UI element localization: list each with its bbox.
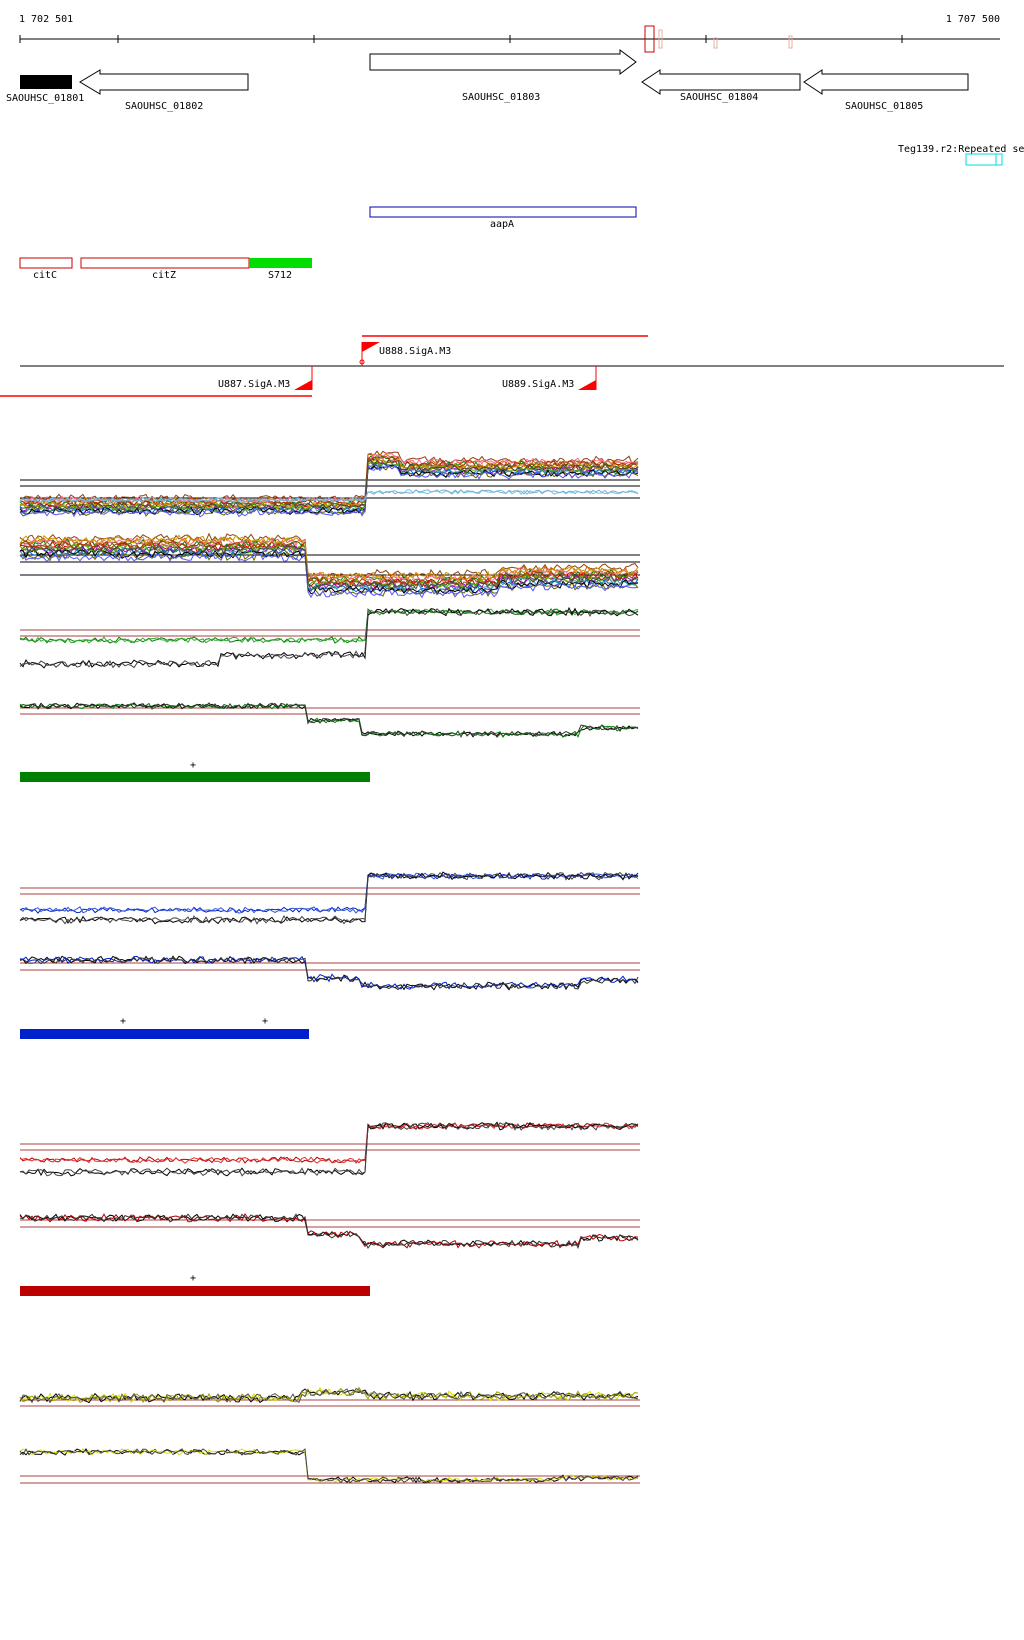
feature-citC[interactable] <box>19 257 73 269</box>
expression-green-minus-strand <box>19 702 640 739</box>
expression-profile <box>19 1448 639 1484</box>
expression-multi-plus-strand <box>19 450 640 518</box>
ruler-ticks <box>19 35 903 43</box>
gene-SAOUHSC_01804[interactable] <box>641 69 801 95</box>
expression-profile <box>19 956 639 991</box>
expression-profile <box>19 872 639 914</box>
expression-profile <box>19 539 639 587</box>
expression-profile <box>19 1448 639 1484</box>
expression-profile <box>19 1213 639 1250</box>
gene-SAOUHSC_01802[interactable] <box>79 69 249 95</box>
expression-profile <box>19 608 639 644</box>
expression-profile <box>19 452 639 505</box>
expression-profile <box>19 489 639 503</box>
expression-profile <box>19 606 639 669</box>
feature-label: aapA <box>490 219 514 230</box>
expression-profile <box>19 1386 639 1404</box>
ruler-highlight-box <box>644 25 655 53</box>
promoter-label: U888.SigA.M3 <box>379 346 451 357</box>
expression-profile <box>19 1387 639 1404</box>
feature-S712[interactable] <box>249 258 312 268</box>
segment-mark: + <box>190 760 196 771</box>
expression-profile <box>19 464 639 518</box>
promoter-tss-dot <box>359 359 365 365</box>
segment-bar-red[interactable] <box>20 1286 370 1296</box>
feature-aapA[interactable] <box>369 206 637 218</box>
feature-label: citC <box>33 270 57 281</box>
expression-red-plus-strand <box>19 1121 640 1177</box>
promoter-flag-U888[interactable] <box>362 342 380 352</box>
feature-citZ[interactable] <box>80 257 250 269</box>
segment-mark: + <box>120 1016 126 1027</box>
expression-profile <box>19 702 639 739</box>
gene-label: SAOUHSC_01802 <box>125 101 203 112</box>
promoter-label: U887.SigA.M3 <box>218 379 290 390</box>
promoter-label: U889.SigA.M3 <box>502 379 574 390</box>
expression-profile <box>19 1388 639 1404</box>
promoter-track: U888.SigA.M3 U887.SigA.M3 U889.SigA.M3 <box>0 335 1004 397</box>
expression-profile <box>19 608 639 644</box>
feature-label: citZ <box>152 270 176 281</box>
expression-yellow-minus-strand <box>19 1448 640 1484</box>
gene-label: SAOUHSC_01804 <box>680 92 758 103</box>
gene-label: SAOUHSC_01805 <box>845 101 923 112</box>
segment-mark: + <box>190 1273 196 1284</box>
segment-green: + <box>20 760 370 782</box>
expression-profile <box>19 458 639 511</box>
expression-profile <box>19 551 639 599</box>
promoter-flag-U887[interactable] <box>294 380 312 390</box>
expression-yellow-plus-strand <box>19 1386 640 1407</box>
gene-SAOUHSC_01801[interactable] <box>20 75 72 89</box>
ruler-faint-mark <box>788 35 793 49</box>
expression-profile <box>19 871 639 925</box>
ruler-start-label: 1 702 501 <box>19 14 73 25</box>
feature-track: aapA citC citZ S712 <box>19 206 637 281</box>
gene-track: SAOUHSC_01801 SAOUHSC_01802 SAOUHSC_0180… <box>6 49 969 112</box>
expression-profile <box>19 871 639 925</box>
expression-profile <box>19 1122 639 1164</box>
segment-mark: + <box>262 1016 268 1027</box>
segment-blue: + + <box>20 1016 309 1039</box>
expression-profile <box>19 544 639 590</box>
expression-profile <box>19 540 639 587</box>
ruler-end-label: 1 707 500 <box>946 14 1000 25</box>
expression-profile <box>19 702 639 738</box>
expression-profile <box>19 1213 639 1249</box>
expression-profile <box>19 608 639 669</box>
repeat-track: Teg139.r2:Repeated se <box>898 144 1024 166</box>
gene-label: SAOUHSC_01801 <box>6 93 84 104</box>
gene-SAOUHSC_01805[interactable] <box>803 69 969 95</box>
expression-green-plus-strand <box>19 606 640 669</box>
feature-label: S712 <box>268 270 292 281</box>
ruler-faint-mark <box>658 29 663 49</box>
promoter-flag-U889[interactable] <box>578 380 596 390</box>
expression-profile <box>19 534 639 582</box>
expression-red-minus-strand <box>19 1213 640 1250</box>
expression-profile <box>19 1122 639 1177</box>
gene-SAOUHSC_01803[interactable] <box>369 49 637 75</box>
expression-profile <box>19 1122 639 1164</box>
gene-label: SAOUHSC_01803 <box>462 92 540 103</box>
ruler-faint-mark <box>713 37 718 49</box>
expression-profile <box>20 1121 639 1177</box>
coordinate-ruler: 1 702 501 1 707 500 <box>19 14 1000 53</box>
expression-multi-minus-strand <box>19 532 640 599</box>
expression-blue-plus-strand <box>19 871 640 925</box>
repeat-label: Teg139.r2:Repeated se <box>898 144 1024 155</box>
expression-profile <box>19 548 638 596</box>
segment-bar-green[interactable] <box>20 772 370 782</box>
expression-profile <box>19 1448 639 1484</box>
expression-profile <box>19 537 639 584</box>
expression-blue-minus-strand <box>19 955 640 991</box>
segment-bar-blue[interactable] <box>20 1029 309 1039</box>
segment-red: + <box>20 1273 370 1296</box>
repeat-box[interactable] <box>965 153 1003 166</box>
